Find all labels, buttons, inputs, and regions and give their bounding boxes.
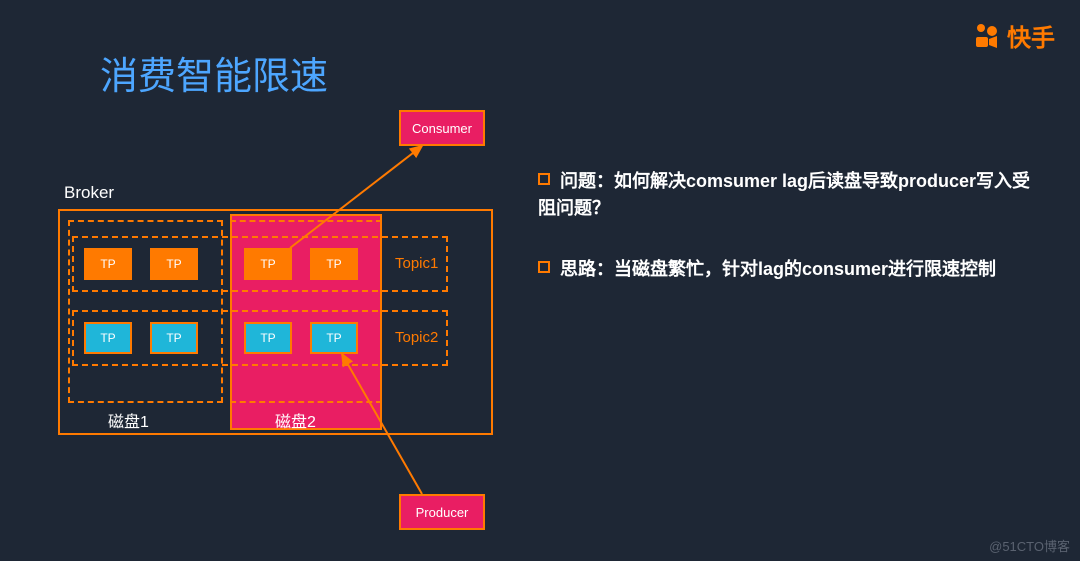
arrows-svg [0,0,1080,561]
